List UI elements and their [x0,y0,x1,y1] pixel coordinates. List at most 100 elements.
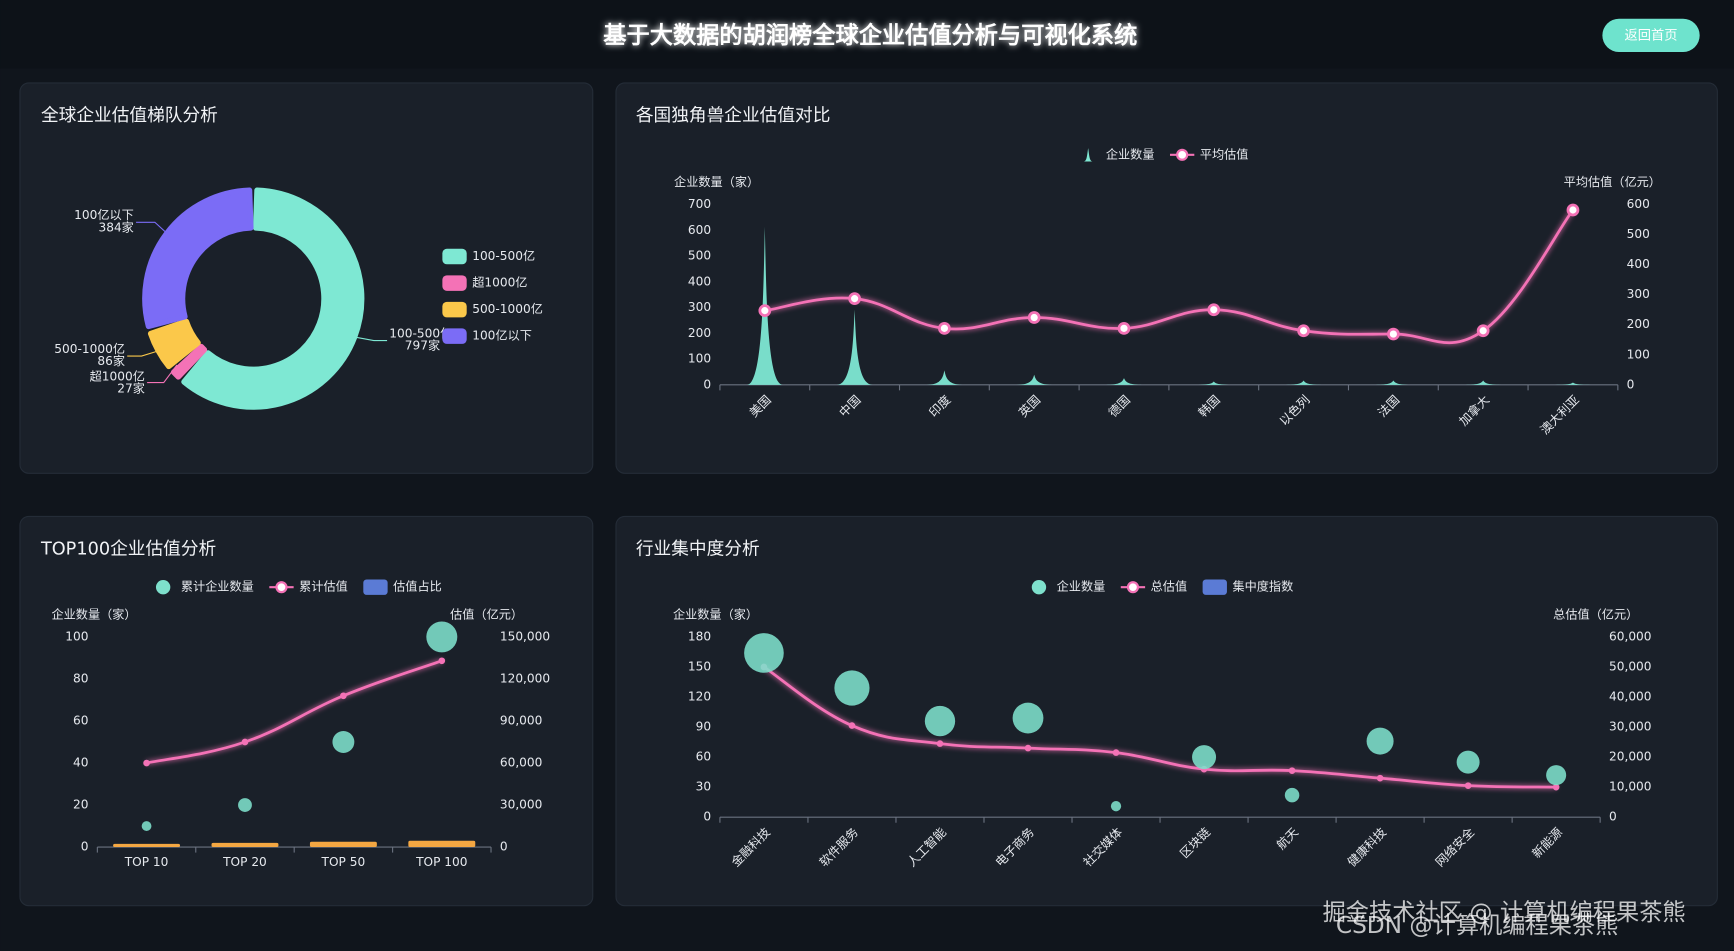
legend-icon [1083,148,1093,162]
y-tick-label: 180 [688,629,711,643]
bubble [1546,765,1567,786]
line-point [1027,311,1041,324]
legend-label: 总估值 [1151,579,1187,594]
line-point [1464,782,1472,789]
x-tick-label: TOP 100 [415,855,467,869]
y-tick-label: 20 [73,798,88,812]
legend-swatch [442,328,467,344]
spike-bar [1195,381,1232,385]
spike-bar [1554,382,1591,385]
data-label: 86家 [97,353,125,368]
legend-label: 500-1000亿 [472,301,543,316]
y-tick-label: 100 [688,352,711,366]
legend-label: 企业数量 [1057,579,1106,594]
watermark: 掘金技术社区 @ 计算机编程果茶熊 [1323,899,1686,926]
legend-icon [363,579,388,595]
panel [615,515,1718,907]
y-tick-label: 700 [688,197,711,211]
axis-title: 总估值（亿元） [1553,606,1638,621]
legend-icon [1176,148,1189,161]
line-point [241,738,249,746]
bubble [1110,801,1122,812]
bar [113,843,181,848]
line-point [1376,774,1384,782]
home-button-label[interactable]: 返回首页 [1625,27,1678,43]
spike-bar [836,309,873,385]
spike-bar [926,370,963,385]
pie-segment [181,187,365,410]
line-point [438,657,446,665]
panel [19,82,594,474]
y2-tick-label: 400 [1627,257,1650,271]
y-tick-label: 80 [73,671,88,685]
y-tick-label: 150 [688,659,711,673]
leader-line [147,364,178,384]
line-point [1387,327,1400,341]
y2-tick-label: 30,000 [500,798,543,812]
y-tick-label: 600 [688,223,711,237]
line-point [938,321,951,335]
y-tick-label: 0 [703,377,711,391]
y-tick-label: 30 [696,780,711,794]
y2-tick-label: 40,000 [1609,690,1652,704]
y2-tick-label: 10,000 [1609,780,1652,794]
y-tick-label: 0 [703,810,711,824]
y-tick-label: 40 [73,756,88,770]
line-point [1112,749,1120,756]
line-point [1476,324,1490,338]
header-bar [0,0,1734,69]
line-point [936,740,944,747]
legend-label: 企业数量 [1106,146,1155,161]
spike-bar [1016,374,1053,385]
y-tick-label: 500 [688,249,711,263]
line-series [763,665,1557,789]
y2-tick-label: 20,000 [1609,750,1652,764]
legend-icon [1031,579,1047,595]
y-tick-label: 100 [65,629,88,643]
axis-title: 企业数量（家） [674,174,759,189]
x-tick-label: TOP 50 [321,855,366,869]
y-tick-label: 120 [688,690,711,704]
leader-line [136,221,169,235]
data-label: 384家 [98,219,133,234]
y-tick-label: 90 [696,720,711,734]
legend-icon [155,579,171,595]
line-series [764,209,1575,345]
y2-tick-label: 600 [1627,197,1650,211]
y2-tick-label: 60,000 [1609,629,1652,643]
bubble [1284,787,1300,803]
y-tick-label: 60 [696,750,711,764]
y-tick-label: 300 [688,300,711,314]
axis-title: 企业数量（家） [51,606,136,621]
pie-segment [142,187,254,330]
line-point [1552,783,1560,791]
y-tick-label: 60 [73,713,88,727]
y2-tick-label: 500 [1627,227,1650,241]
y2-tick-label: 120,000 [500,671,550,685]
bubble [924,705,956,737]
home-button[interactable] [1602,18,1700,52]
bar [309,841,377,848]
panel-title: 全球企业估值梯队分析 [41,105,218,126]
x-tick-label: TOP 20 [222,855,267,869]
legend-label: 估值占比 [393,579,442,594]
line-point [758,304,772,317]
legend-label: 集中度指数 [1232,579,1293,594]
spike-bar [1465,380,1502,385]
y2-tick-label: 100 [1627,347,1650,361]
bar [408,840,476,848]
legend-swatch [442,301,467,318]
axis-title: 平均估值（亿元） [1564,174,1661,189]
line-point [848,722,856,729]
panel [19,515,594,907]
line-point [1207,303,1221,317]
x-tick-label: TOP 10 [124,855,169,869]
y2-tick-label: 150,000 [500,629,550,643]
data-label: 100亿以下 [74,207,134,222]
panel-title: 各国独角兽企业估值对比 [636,105,831,126]
axis-title: 估值（亿元） [450,606,523,621]
panel-title: TOP100企业估值分析 [40,539,216,560]
legend-label: 100-500亿 [472,248,535,263]
spike-bar [1106,378,1142,385]
